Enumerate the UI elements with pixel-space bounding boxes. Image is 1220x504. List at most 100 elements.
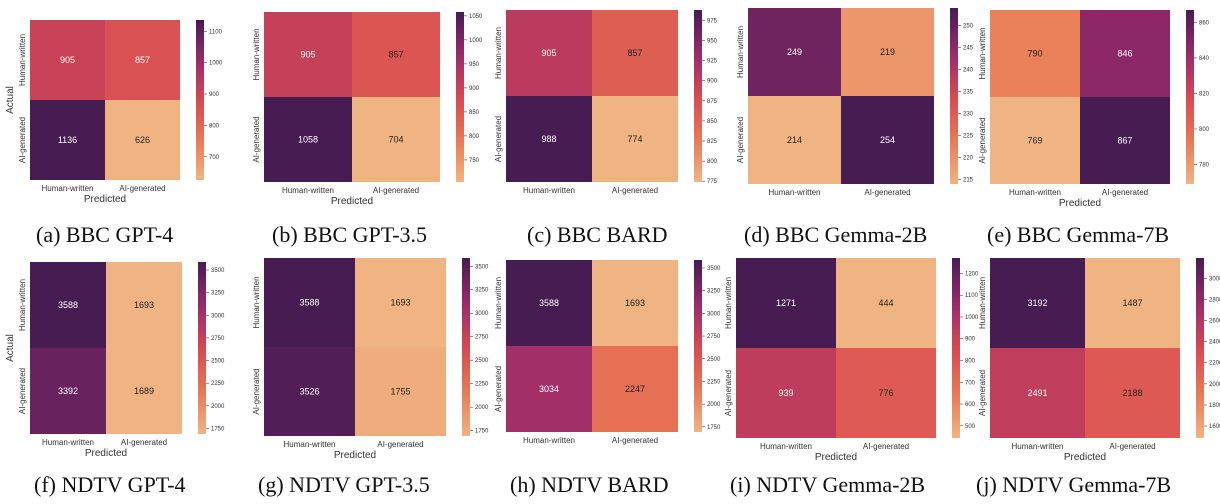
heatmap-cell: [30, 20, 105, 100]
colorbar-tick-label: 800: [965, 359, 976, 365]
colorbar-tick-label: 800: [707, 159, 718, 165]
heatmap-svg: 1271 444 939 776 Human-written AI-generated Hu…: [724, 258, 979, 463]
colorbar-tick-label: 245: [963, 46, 974, 52]
heatmap-cell: [506, 260, 592, 346]
x-axis-label: Predicted: [84, 194, 126, 205]
x-tick-label: AI-generated: [377, 440, 423, 449]
colorbar-tick-label: 900: [469, 86, 480, 92]
panel-caption: (d) BBC Gemma-2B: [744, 222, 928, 247]
heatmap-cell: [1080, 97, 1170, 184]
cell-value-label: 2491: [1027, 388, 1047, 398]
colorbar-tick-label: 1000: [965, 315, 979, 321]
x-tick-label: Human-written: [1011, 442, 1063, 451]
colorbar-tick-label: 240: [963, 68, 974, 74]
colorbar-tick-label: 2000: [707, 402, 721, 408]
heatmap-svg: 3588 1693 3526 1755 Human-written AI-generate…: [252, 258, 489, 461]
y-tick-label: Human-written: [252, 276, 261, 328]
panel-caption: (e) BBC Gemma-7B: [987, 222, 1170, 247]
colorbar-tick-label: 3000: [211, 313, 225, 319]
heatmap-svg: 905 857 1058 704 Human-written AI-generated Hu…: [252, 12, 483, 207]
x-tick-label: AI-generated: [863, 442, 909, 451]
cell-value-label: 3034: [539, 384, 559, 394]
colorbar-tick-label: 775: [707, 179, 718, 185]
y-tick-label: Human-written: [494, 277, 503, 329]
x-axis-label: Predicted: [85, 448, 127, 459]
cell-value-label: 857: [388, 50, 403, 60]
colorbar-tick-label: 2000: [211, 404, 225, 410]
heatmap-cell: [355, 258, 446, 347]
colorbar-tick-label: 225: [963, 134, 974, 140]
heatmap-cell: [264, 258, 355, 347]
heatmap-cell: [736, 258, 836, 348]
heatmap-cell: [264, 97, 352, 182]
heatmap-cell: [592, 346, 678, 432]
y-tick-label: AI-generated: [978, 370, 987, 416]
x-tick-label: Human-written: [283, 440, 335, 449]
colorbar-tick-label: 2000: [1209, 382, 1220, 388]
colorbar-tick-label: 3000: [1209, 276, 1220, 282]
cell-value-label: 1693: [625, 298, 645, 308]
heatmap-cell: [1085, 258, 1180, 348]
cell-value-label: 1136: [58, 135, 77, 145]
cell-value-label: 3588: [539, 298, 559, 308]
cell-value-label: 1271: [776, 298, 796, 308]
confusion-matrix-panel: 1271 444 939 776 Human-written AI-generated Hu…: [724, 250, 979, 463]
colorbar-tick-label: 2750: [707, 334, 721, 340]
heatmap-cell: [836, 348, 936, 438]
heatmap-svg: 249 219 214 254 Human-written AI-generated Hum…: [736, 8, 974, 197]
cell-value-label: 3526: [299, 387, 319, 397]
x-tick-label: AI-generated: [373, 186, 419, 195]
cell-value-label: 1058: [298, 135, 318, 145]
confusion-matrix-panel: 3192 1487 2491 2188 Human-written AI-generate…: [968, 250, 1220, 463]
colorbar-tick-label: 1750: [475, 429, 489, 435]
colorbar-tick-label: 3500: [475, 264, 489, 270]
cell-value-label: 1755: [390, 387, 410, 397]
heatmap-cell: [106, 348, 182, 434]
y-tick-label: AI-generated: [736, 117, 745, 163]
confusion-matrix-panel: 790 846 769 867 Human-written AI-generated Hum…: [968, 0, 1220, 212]
colorbar: [456, 12, 464, 182]
y-tick-label: AI-generated: [252, 116, 261, 162]
heatmap-svg: 3588 1693 3392 1689 Human-written AI-generate…: [5, 262, 225, 459]
cell-value-label: 254: [880, 135, 895, 145]
colorbar-tick-label: 3500: [211, 268, 225, 274]
cell-value-label: 3588: [58, 300, 78, 310]
panel-caption: (f) NDTV GPT-4: [34, 472, 186, 497]
x-tick-label: AI-generated: [612, 436, 658, 445]
y-tick-label: Human-written: [252, 28, 261, 80]
heatmap-cell: [105, 20, 180, 100]
y-axis-label: Actual: [5, 86, 16, 114]
heatmap-cell: [841, 96, 934, 184]
colorbar-tick-label: 235: [963, 90, 974, 96]
cell-value-label: 214: [787, 135, 802, 145]
x-tick-label: Human-written: [41, 184, 93, 193]
confusion-matrix-panel: 905 857 988 774 Human-written AI-generated Hum…: [484, 0, 718, 212]
panel-caption: (j) NDTV Gemma-7B: [976, 472, 1172, 497]
y-tick-label: AI-generated: [724, 370, 733, 416]
colorbar-tick-label: 2500: [211, 359, 225, 365]
colorbar: [1186, 10, 1194, 184]
cell-value-label: 1693: [390, 298, 410, 308]
cell-value-label: 2188: [1122, 388, 1142, 398]
heatmap-cell: [736, 348, 836, 438]
colorbar: [196, 20, 204, 180]
cell-value-label: 905: [60, 55, 75, 65]
x-tick-label: Human-written: [282, 186, 334, 195]
heatmap-cell: [841, 8, 934, 96]
colorbar-tick-label: 800: [469, 134, 480, 140]
heatmap-cell: [506, 346, 592, 432]
y-tick-label: Human-written: [18, 279, 27, 331]
cell-value-label: 769: [1027, 136, 1042, 146]
colorbar-tick-label: 1100: [965, 293, 979, 299]
colorbar-tick-label: 1200: [965, 271, 979, 277]
colorbar-tick-label: 900: [707, 79, 718, 85]
colorbar-tick-label: 3250: [211, 291, 225, 297]
cell-value-label: 857: [627, 48, 642, 58]
cell-value-label: 790: [1027, 49, 1042, 59]
y-tick-label: Human-written: [736, 26, 745, 78]
colorbar-tick-label: 1050: [469, 14, 483, 20]
x-tick-label: AI-generated: [121, 438, 167, 447]
cell-value-label: 704: [388, 135, 403, 145]
cell-value-label: 1487: [1122, 298, 1142, 308]
y-axis-label: Actual: [5, 334, 16, 362]
